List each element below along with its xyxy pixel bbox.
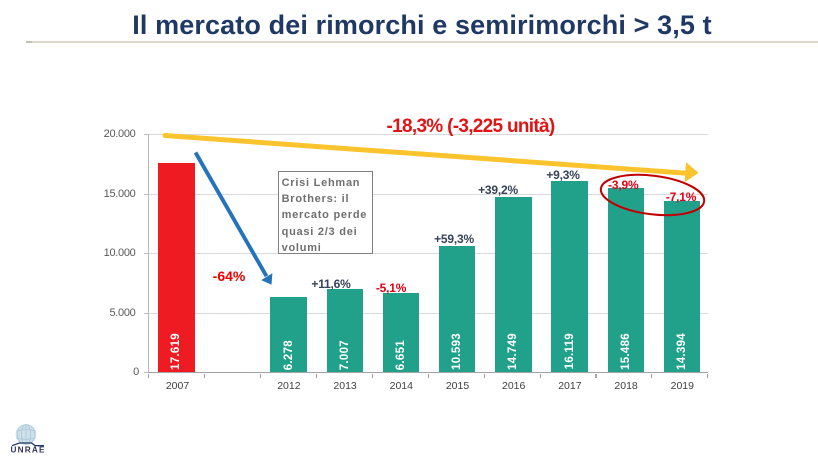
svg-text:UNRAE: UNRAE [11, 446, 46, 455]
